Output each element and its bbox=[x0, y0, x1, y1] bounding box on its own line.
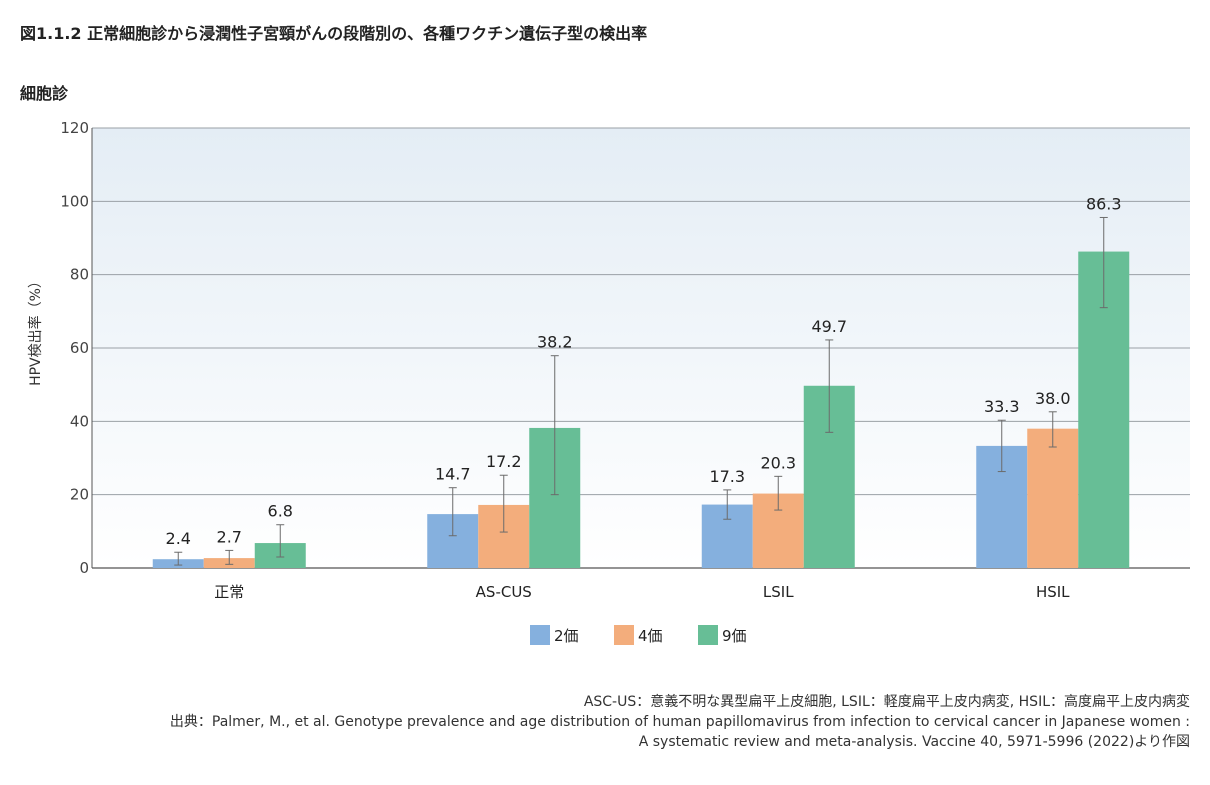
bar bbox=[1027, 428, 1079, 568]
y-axis-label: HPV検出率（%） bbox=[27, 274, 44, 386]
category-label: HSIL bbox=[1036, 583, 1070, 601]
data-label: 20.3 bbox=[760, 453, 796, 472]
legend-swatch bbox=[698, 625, 718, 645]
y-tick-label: 60 bbox=[70, 339, 89, 357]
y-tick-label: 120 bbox=[60, 119, 89, 137]
category-label: LSIL bbox=[763, 583, 794, 601]
legend-label: 4価 bbox=[638, 627, 663, 645]
y-tick-label: 20 bbox=[70, 486, 89, 504]
y-tick-label: 100 bbox=[60, 192, 89, 210]
bar-chart: 0 20 40 60 80 100 120 2.4 2.7 6.8 正常 14.7 17.2 38.2 A… bbox=[27, 119, 1190, 645]
data-label: 2.7 bbox=[217, 527, 242, 546]
figure-title: 図1.1.2 正常細胞診から浸潤性子宮頸がんの段階別の、各種ワクチン遺伝子型の検… bbox=[20, 24, 648, 43]
abbreviation-note: ASC-US：意義不明な異型扁平上皮細胞, LSIL：軽度扁平上皮内病変, HS… bbox=[583, 694, 1190, 710]
data-label: 6.8 bbox=[268, 502, 293, 521]
data-label: 14.7 bbox=[435, 465, 471, 484]
data-label: 33.3 bbox=[984, 397, 1020, 416]
data-label: 86.3 bbox=[1086, 194, 1122, 213]
legend-label: 2価 bbox=[554, 627, 579, 645]
data-label: 38.2 bbox=[537, 333, 573, 352]
source-line-2: A systematic review and meta-analysis. V… bbox=[638, 734, 1190, 750]
category-label: 正常 bbox=[214, 583, 244, 601]
legend-label: 9価 bbox=[722, 627, 747, 645]
footer-notes: ASC-US：意義不明な異型扁平上皮細胞, LSIL：軽度扁平上皮内病変, HS… bbox=[170, 692, 1190, 752]
data-label: 2.4 bbox=[166, 529, 191, 548]
data-label: 49.7 bbox=[811, 317, 847, 336]
legend-swatch bbox=[614, 625, 634, 645]
data-label: 38.0 bbox=[1035, 389, 1071, 408]
y-tick-label: 40 bbox=[70, 412, 89, 430]
legend-swatch bbox=[530, 625, 550, 645]
data-label: 17.2 bbox=[486, 452, 522, 471]
source-line-1: 出典：Palmer, M., et al. Genotype prevalenc… bbox=[169, 714, 1190, 730]
data-label: 17.3 bbox=[709, 467, 745, 486]
y-tick-label: 0 bbox=[79, 559, 89, 577]
category-label: AS-CUS bbox=[476, 583, 532, 601]
panel-title: 細胞診 bbox=[20, 84, 69, 103]
y-tick-label: 80 bbox=[70, 266, 89, 284]
